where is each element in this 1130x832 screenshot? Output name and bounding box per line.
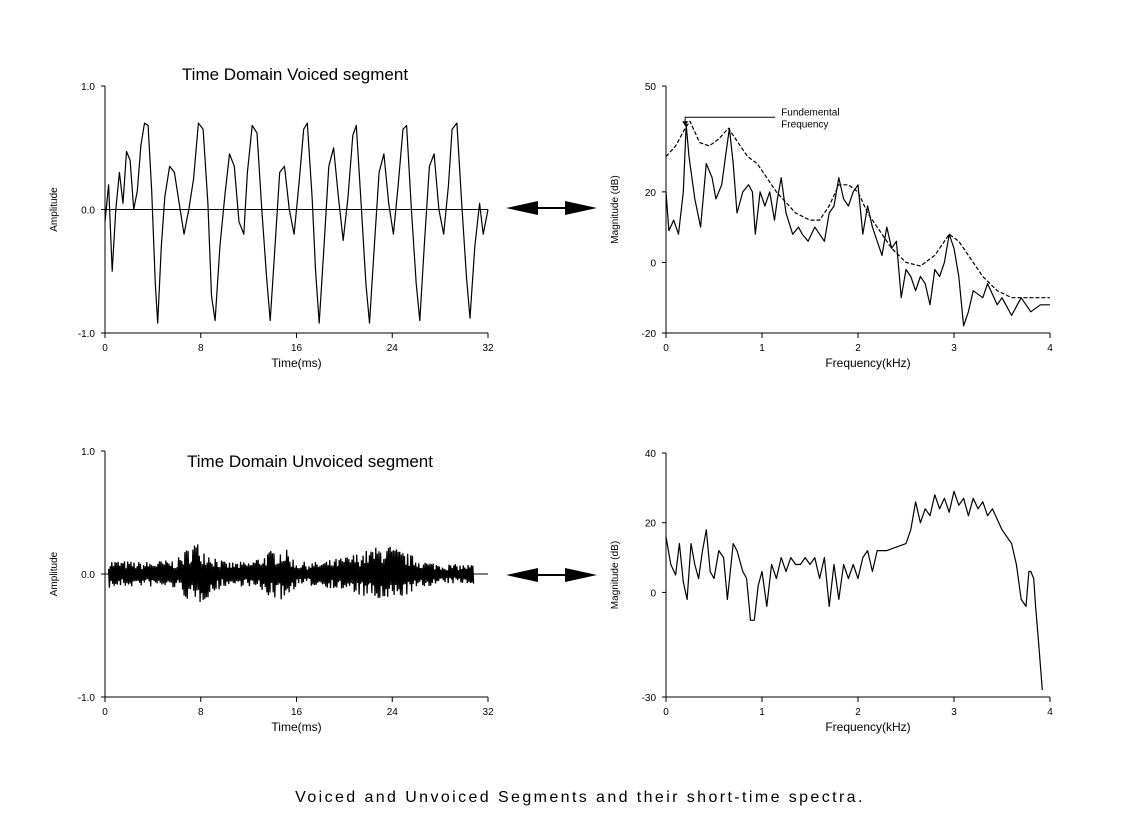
y-tick-label: 1.0 bbox=[81, 82, 95, 93]
y-tick-label: 0 bbox=[650, 588, 656, 599]
x-axis-label: Time(ms) bbox=[271, 356, 321, 370]
chart-title: Time Domain Voiced segment bbox=[182, 65, 408, 84]
double-headed-arrow-icon bbox=[506, 568, 597, 582]
y-tick-label: 0.0 bbox=[81, 570, 95, 581]
y-tick-label: 50 bbox=[645, 82, 657, 93]
x-tick-label: 4 bbox=[1047, 707, 1053, 718]
series-line-solid bbox=[665, 490, 1043, 691]
y-tick-label: 0 bbox=[650, 258, 656, 269]
x-tick-label: 3 bbox=[951, 343, 957, 354]
y-axis-label: Magnitude (dB) bbox=[610, 175, 621, 243]
chart-unvoiced-time: 0 8 16 24 32 1.0 0.0 -1.0 Time(ms) Amplitude Time … bbox=[49, 447, 494, 734]
y-axis-label: Amplitude bbox=[49, 551, 60, 596]
chart-voiced-time: 0 8 16 24 32 1.0 0.0 -1.0 Time(ms) Amplitude Time … bbox=[49, 65, 494, 370]
figure-caption: Voiced and Unvoiced Segments and their s… bbox=[295, 789, 865, 806]
y-tick-label: 20 bbox=[645, 519, 657, 530]
annotation-arrow-icon bbox=[682, 121, 689, 127]
chart-panels: 0 8 16 24 321.00.0-1.0Time(ms)AmplitudeTime … bbox=[49, 65, 1053, 734]
chart-unvoiced-spectrum: 0 1 2 3 4 40 20 0 -30 Frequency(kHz) Magnitude (dB… bbox=[610, 449, 1053, 734]
y-tick-label: -1.0 bbox=[78, 329, 96, 340]
x-tick-label: 2 bbox=[855, 707, 861, 718]
x-tick-label: 3 bbox=[951, 707, 957, 718]
x-tick-label: 24 bbox=[387, 343, 399, 354]
y-tick-label: 20 bbox=[645, 188, 657, 199]
x-tick-label: 0 bbox=[102, 343, 108, 354]
x-tick-label: 16 bbox=[291, 707, 303, 718]
y-tick-label: -30 bbox=[642, 693, 657, 704]
x-tick-label: 32 bbox=[482, 343, 494, 354]
x-tick-label: 16 bbox=[291, 343, 303, 354]
x-tick-label: 0 bbox=[663, 343, 669, 354]
series-line-solid bbox=[104, 122, 489, 324]
noise-signal-line bbox=[107, 544, 475, 603]
x-axis-label: Time(ms) bbox=[271, 720, 321, 734]
x-tick-label: 2 bbox=[855, 343, 861, 354]
y-axis-label: Amplitude bbox=[49, 187, 60, 232]
double-headed-arrow-icon bbox=[506, 201, 597, 215]
y-tick-label: 40 bbox=[645, 449, 657, 460]
chart-title: Time Domain Unvoiced segment bbox=[187, 452, 433, 471]
x-tick-label: 0 bbox=[663, 707, 669, 718]
annotation-leader-line bbox=[684, 116, 776, 126]
x-tick-label: 32 bbox=[482, 707, 494, 718]
y-tick-label: 0.0 bbox=[81, 206, 95, 217]
x-axis-label: Frequency(kHz) bbox=[825, 720, 910, 734]
series-line-solid bbox=[665, 124, 1050, 327]
y-axis-label: Magnitude (dB) bbox=[610, 541, 621, 609]
y-tick-label: 1.0 bbox=[81, 447, 95, 458]
y-tick-label: -20 bbox=[642, 329, 657, 340]
x-tick-label: 8 bbox=[198, 343, 204, 354]
x-tick-label: 8 bbox=[198, 707, 204, 718]
x-tick-label: 0 bbox=[102, 707, 108, 718]
x-tick-label: 1 bbox=[759, 343, 765, 354]
annotation-label: Fundemental bbox=[781, 107, 839, 118]
x-axis-label: Frequency(kHz) bbox=[825, 356, 910, 370]
x-tick-label: 4 bbox=[1047, 343, 1053, 354]
annotation-label: Frequency bbox=[781, 119, 828, 130]
x-tick-label: 24 bbox=[387, 707, 399, 718]
y-tick-label: -1.0 bbox=[78, 693, 96, 704]
x-tick-label: 1 bbox=[759, 707, 765, 718]
chart-voiced-spectrum: 0 1 2 3 4 50 20 0 -20 Frequency(kHz) Magnitude (dB… bbox=[610, 82, 1053, 370]
series-line-dashed bbox=[665, 120, 1050, 299]
